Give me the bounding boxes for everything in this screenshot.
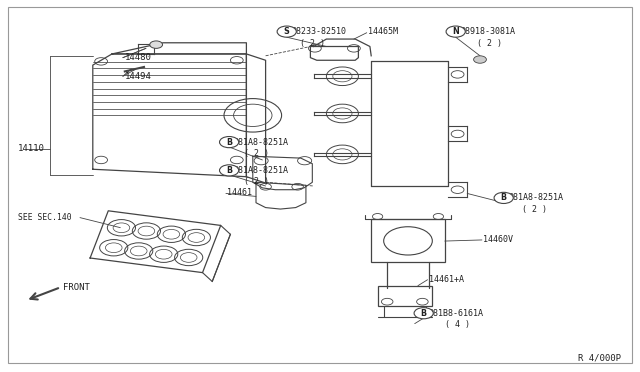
Text: 08233-82510: 08233-82510	[291, 27, 346, 36]
Text: FRONT: FRONT	[63, 283, 90, 292]
Text: ( 2 ): ( 2 )	[300, 39, 324, 48]
Text: ( 2 ): ( 2 )	[244, 149, 269, 158]
Text: 081A8-8251A: 081A8-8251A	[509, 193, 564, 202]
Text: 14480: 14480	[125, 53, 152, 62]
Text: ( 2 ): ( 2 )	[477, 39, 502, 48]
Circle shape	[474, 56, 486, 63]
Text: B: B	[420, 309, 427, 318]
Bar	[371, 219, 445, 262]
Text: ( 4 ): ( 4 )	[445, 320, 470, 329]
Text: 14461+A: 14461+A	[429, 275, 464, 284]
Text: B: B	[226, 166, 232, 175]
Circle shape	[446, 26, 465, 37]
Circle shape	[414, 308, 433, 319]
Bar	[378, 286, 432, 306]
Text: 081A8-8251A: 081A8-8251A	[234, 138, 289, 147]
Circle shape	[220, 137, 239, 148]
Text: B: B	[226, 138, 232, 147]
Text: 14110: 14110	[18, 144, 45, 153]
Text: 081A8-8251A: 081A8-8251A	[234, 166, 289, 175]
Text: N: N	[452, 27, 459, 36]
Text: SEE SEC.140: SEE SEC.140	[18, 213, 72, 222]
Circle shape	[220, 165, 239, 176]
Text: 081B8-6161A: 081B8-6161A	[429, 309, 484, 318]
Text: 14494: 14494	[125, 72, 152, 81]
Text: B: B	[500, 193, 507, 202]
Text: R 4/000P: R 4/000P	[578, 353, 621, 362]
Text: 14461: 14461	[227, 188, 252, 197]
Text: 14460V: 14460V	[483, 235, 513, 244]
Circle shape	[150, 41, 163, 48]
Text: ( 2 ): ( 2 )	[244, 177, 269, 186]
Circle shape	[277, 26, 296, 37]
Text: S: S	[284, 27, 290, 36]
Text: ( 2 ): ( 2 )	[522, 205, 547, 214]
Text: 14465M: 14465M	[368, 27, 398, 36]
Circle shape	[494, 192, 513, 203]
Text: 08918-3081A: 08918-3081A	[461, 27, 516, 36]
